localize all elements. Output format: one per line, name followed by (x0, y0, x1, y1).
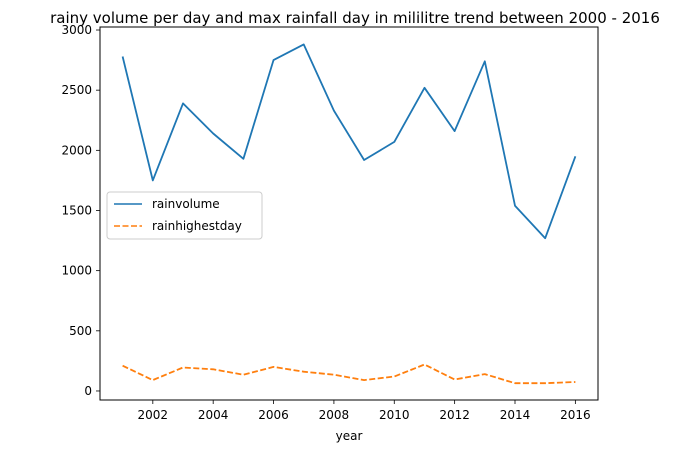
legend: rainvolume rainhighestday (106, 191, 263, 240)
y-axis: 0 500 1000 1500 2000 2500 3000 (61, 23, 100, 398)
x-tick-label: 2004 (198, 408, 229, 422)
x-tick-label: 2016 (560, 408, 591, 422)
y-tick-label: 0 (84, 384, 92, 398)
x-tick-label: 2014 (500, 408, 531, 422)
legend-box (106, 191, 263, 240)
x-axis: 2002 2004 2006 2008 2010 2012 2014 2016 (138, 400, 591, 422)
legend-label-rainhighestday: rainhighestday (152, 219, 242, 233)
series-layer (121, 43, 577, 385)
series-line-rainvolume (121, 43, 577, 240)
series-line-rainhighestday (122, 363, 576, 385)
y-tick-label: 3000 (61, 23, 92, 37)
y-tick-label: 2500 (61, 83, 92, 97)
x-tick-label: 2008 (319, 408, 350, 422)
legend-label-rainvolume: rainvolume (152, 197, 220, 211)
x-tick-label: 2006 (258, 408, 289, 422)
y-tick-label: 2000 (61, 143, 92, 157)
x-tick-label: 2012 (439, 408, 470, 422)
x-tick-label: 2010 (379, 408, 410, 422)
y-tick-label: 1500 (61, 203, 92, 217)
x-tick-label: 2002 (138, 408, 169, 422)
y-tick-label: 500 (69, 324, 92, 338)
x-axis-label: year (336, 429, 363, 443)
chart-title: rainy volume per day and max rainfall da… (50, 9, 660, 27)
y-tick-label: 1000 (61, 264, 92, 278)
